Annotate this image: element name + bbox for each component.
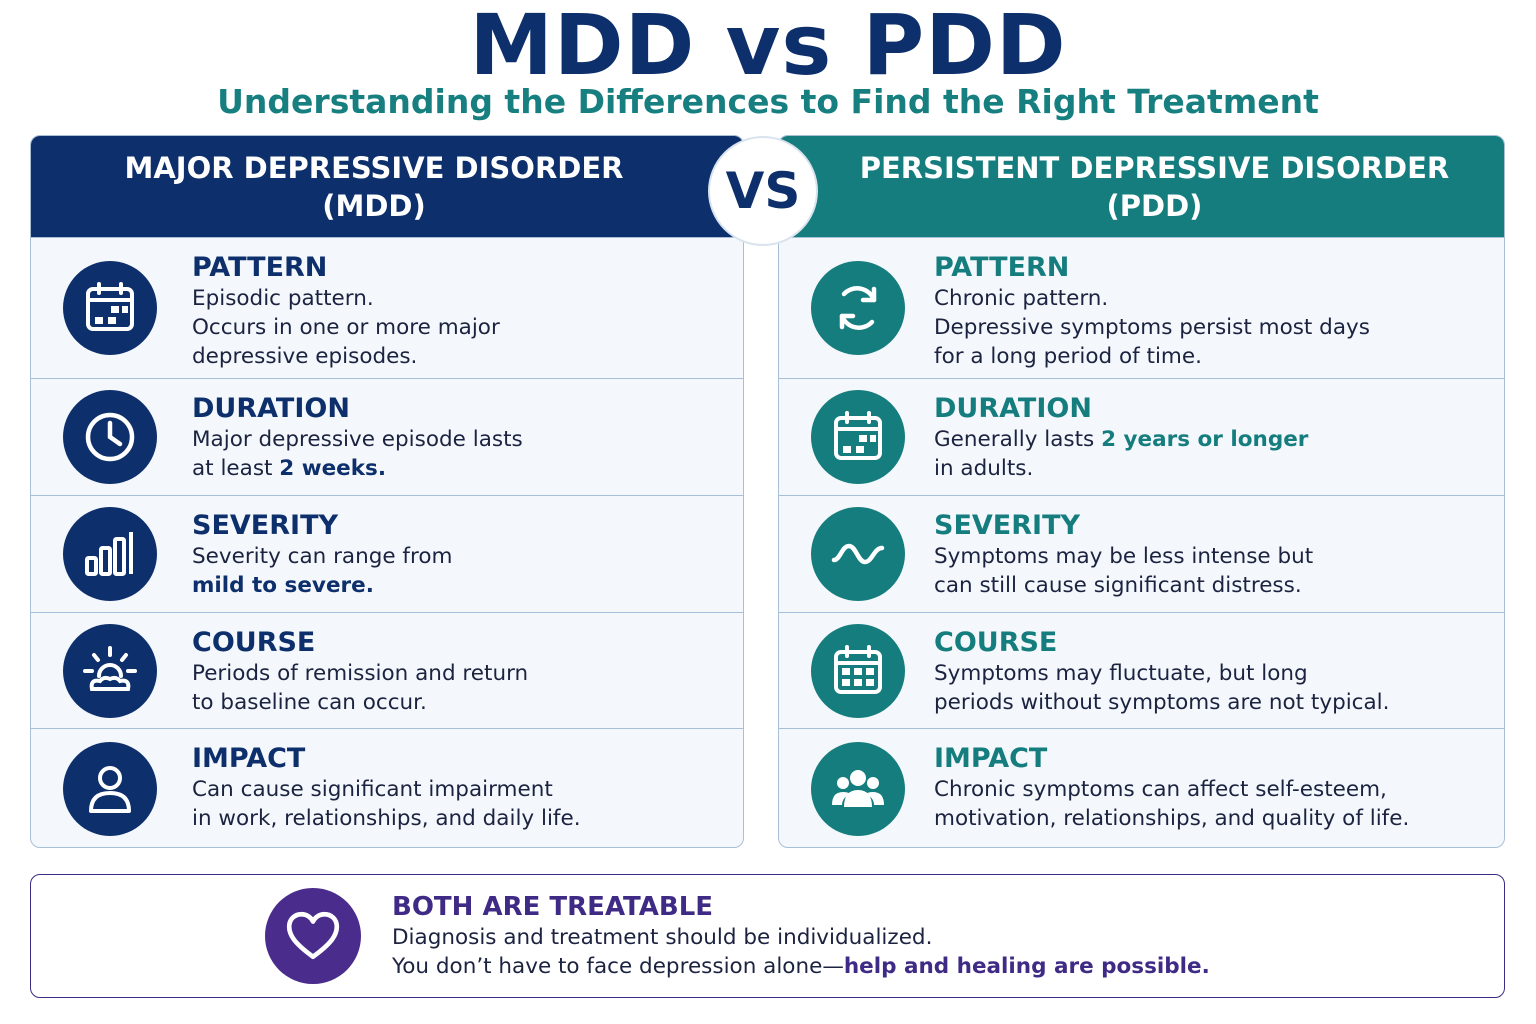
- mdd-severity-highlight: mild to severe.: [192, 573, 374, 598]
- vs-badge: VS: [708, 136, 818, 246]
- pdd-pattern-line2: Depressive symptoms persist most days: [934, 315, 1370, 340]
- pdd-severity-title: SEVERITY: [934, 510, 1081, 541]
- calendar-icon: [63, 261, 157, 355]
- mdd-row-impact: IMPACT Can cause significant impairment …: [31, 728, 743, 847]
- heart-icon: [265, 888, 361, 984]
- pdd-severity-line1: Symptoms may be less intense but: [934, 544, 1314, 569]
- pdd-header: PERSISTENT DEPRESSIVE DISORDER (PDD): [779, 136, 1504, 237]
- mdd-course-title: COURSE: [192, 627, 316, 658]
- pdd-impact-title: IMPACT: [934, 743, 1048, 774]
- pdd-severity-line2: can still cause significant distress.: [934, 573, 1302, 598]
- page-subtitle: Understanding the Differences to Find th…: [217, 82, 1319, 121]
- pdd-impact-line2: motivation, relationships, and quality o…: [934, 806, 1410, 831]
- pdd-impact-line1: Chronic symptoms can affect self-esteem,: [934, 777, 1387, 802]
- mdd-course-line1: Periods of remission and return: [192, 661, 529, 686]
- pdd-panel: PERSISTENT DEPRESSIVE DISORDER (PDD) PAT…: [778, 135, 1505, 848]
- mdd-pattern-line1: Episodic pattern.: [192, 286, 374, 311]
- pdd-header-abbr: (PDD): [1106, 188, 1203, 223]
- pdd-duration-line2: in adults.: [934, 456, 1034, 481]
- mdd-impact-line2: in work, relationships, and daily life.: [192, 806, 581, 831]
- pdd-header-title: PERSISTENT DEPRESSIVE DISORDER: [859, 150, 1450, 185]
- sunrise-icon: [63, 623, 157, 718]
- mdd-duration-highlight: 2 weeks.: [279, 456, 387, 481]
- mdd-duration-line1: Major depressive episode lasts: [192, 427, 523, 452]
- clock-icon: [63, 390, 157, 484]
- mdd-pattern-line3: depressive episodes.: [192, 344, 418, 369]
- pdd-pattern-title: PATTERN: [934, 252, 1070, 283]
- mdd-header-abbr: (MDD): [322, 188, 426, 223]
- mdd-header: MAJOR DEPRESSIVE DISORDER (MDD): [31, 136, 743, 237]
- treatable-line2: You don’t have to face depression alone—…: [392, 952, 1210, 981]
- mdd-severity-line1: Severity can range from: [192, 544, 453, 569]
- mdd-duration-line2-text: at least: [192, 456, 280, 481]
- pdd-pattern-line3: for a long period of time.: [934, 344, 1202, 369]
- pdd-duration-line1-text: Generally lasts: [934, 427, 1102, 452]
- mdd-impact-line1: Can cause significant impairment: [192, 777, 553, 802]
- pdd-row-duration: DURATION Generally lasts 2 years or long…: [779, 378, 1504, 495]
- pdd-duration-highlight: 2 years or longer: [1101, 427, 1309, 452]
- person-icon: [63, 741, 157, 836]
- pdd-row-course: COURSE Symptoms may fluctuate, but long …: [779, 612, 1504, 728]
- pdd-course-title: COURSE: [934, 627, 1058, 658]
- treatable-title: BOTH ARE TREATABLE: [392, 892, 714, 922]
- pdd-row-impact: IMPACT Chronic symptoms can affect self-…: [779, 728, 1504, 847]
- treatable-banner: BOTH ARE TREATABLE Diagnosis and treatme…: [30, 874, 1505, 998]
- mdd-row-duration: DURATION Major depressive episode lasts …: [31, 378, 743, 495]
- mdd-pattern-line2: Occurs in one or more major: [192, 315, 500, 340]
- mdd-row-pattern: PATTERN Episodic pattern. Occurs in one …: [31, 237, 743, 378]
- mdd-row-severity: SEVERITY Severity can range from mild to…: [31, 495, 743, 612]
- group-icon: [811, 741, 905, 836]
- pdd-duration-title: DURATION: [934, 393, 1092, 424]
- treatable-highlight: help and healing are possible.: [843, 954, 1210, 979]
- pdd-duration-line1: Generally lasts 2 years or longer: [934, 425, 1484, 454]
- mdd-impact-title: IMPACT: [192, 743, 306, 774]
- mdd-duration-line2: at least 2 weeks.: [192, 454, 723, 483]
- mdd-severity-title: SEVERITY: [192, 510, 339, 541]
- calendar-icon: [811, 390, 905, 484]
- pdd-row-severity: SEVERITY Symptoms may be less intense bu…: [779, 495, 1504, 612]
- pdd-course-line1: Symptoms may fluctuate, but long: [934, 661, 1308, 686]
- mdd-duration-title: DURATION: [192, 393, 350, 424]
- wave-icon: [811, 507, 905, 601]
- pdd-row-pattern: PATTERN Chronic pattern. Depressive symp…: [779, 237, 1504, 378]
- mdd-row-course: COURSE Periods of remission and return t…: [31, 612, 743, 728]
- mdd-header-title: MAJOR DEPRESSIVE DISORDER: [124, 150, 624, 185]
- pdd-course-line2: periods without symptoms are not typical…: [934, 690, 1390, 715]
- treatable-line1: Diagnosis and treatment should be indivi…: [392, 925, 933, 950]
- mdd-pattern-title: PATTERN: [192, 252, 328, 283]
- cycle-arrows-icon: [811, 261, 905, 355]
- pdd-pattern-line1: Chronic pattern.: [934, 286, 1109, 311]
- mdd-panel: MAJOR DEPRESSIVE DISORDER (MDD) PATTERN …: [30, 135, 744, 848]
- grid-calendar-icon: [811, 623, 905, 718]
- treatable-line2-text: You don’t have to face depression alone—: [392, 954, 844, 979]
- bar-chart-icon: [63, 507, 157, 601]
- page-title: MDD vs PDD: [469, 0, 1067, 94]
- mdd-course-line2: to baseline can occur.: [192, 690, 427, 715]
